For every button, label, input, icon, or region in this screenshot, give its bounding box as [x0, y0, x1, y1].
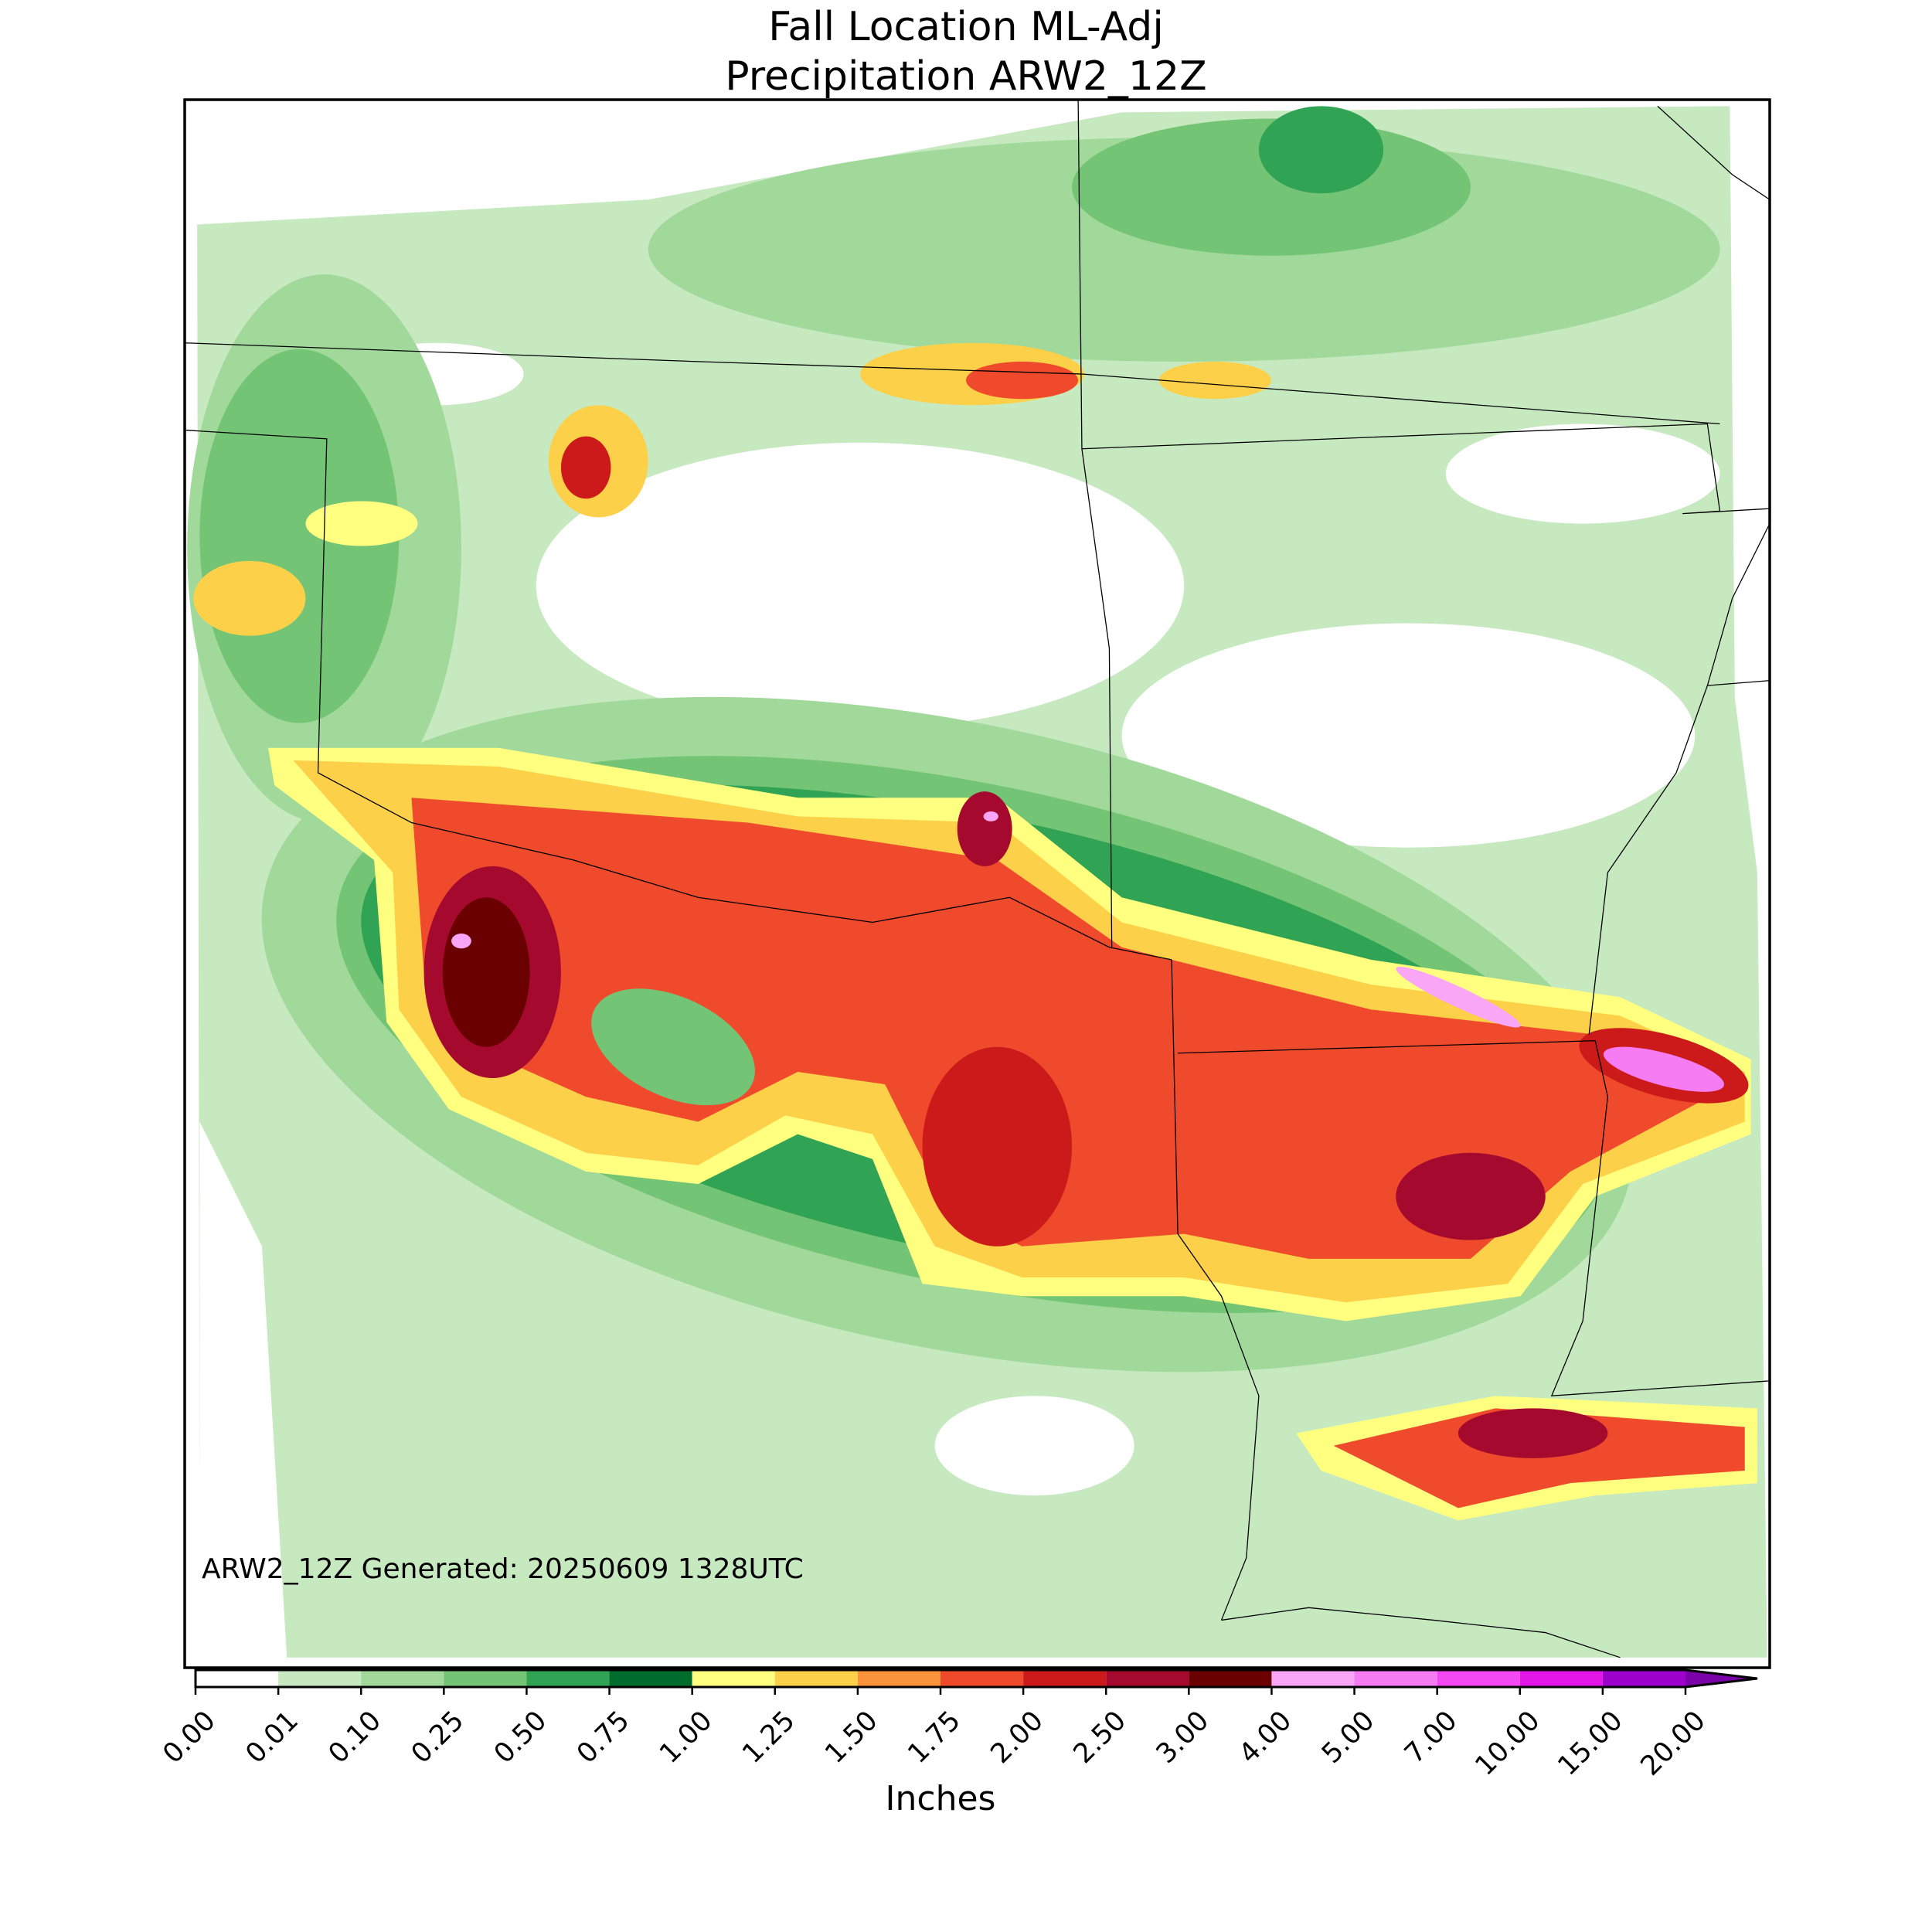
colorbar-segment: [1602, 1670, 1685, 1687]
colorbar-tick-label: 3.00: [1151, 1706, 1215, 1770]
colorbar-segment: [692, 1670, 775, 1687]
colorbar-tick-label: 0.00: [158, 1706, 222, 1770]
colorbar-tick-label: 0.75: [571, 1706, 635, 1770]
colorbar-segment: [1354, 1670, 1437, 1687]
colorbar-segment: [526, 1670, 610, 1687]
colorbar-outline: [194, 1668, 1758, 1689]
colorbar-segment: [1023, 1670, 1107, 1687]
colorbar-tick-label: 2.50: [1068, 1706, 1132, 1770]
colorbar: 0.00 0.01 0.10 0.25 0.50 0.75 1.00 1.25 1.50 1.75…: [158, 1668, 1758, 1782]
colorbar-tick-label: 0.01: [240, 1706, 304, 1770]
colorbar-extend: [1685, 1670, 1757, 1687]
colorbar-segment: [609, 1670, 692, 1687]
map-area: [185, 100, 1770, 1668]
colorbar-segment: [1189, 1670, 1272, 1687]
colorbar-tick-label: 1.75: [903, 1706, 967, 1770]
precip-field: [187, 106, 1767, 1658]
colorbar-tick-label: 15.00: [1553, 1706, 1629, 1782]
colorbar-tick-label: 0.50: [488, 1706, 553, 1770]
colorbar-segment: [857, 1670, 940, 1687]
colorbar-tick-label: 2.00: [985, 1706, 1049, 1770]
colorbar-segment: [774, 1670, 858, 1687]
colorbar-segment: [196, 1670, 279, 1687]
annotation: ARW2_12Z Generated: 20250609 1328UTC: [202, 1553, 804, 1585]
colorbar-label: Inches: [886, 1779, 996, 1818]
colorbar-segment: [1106, 1670, 1189, 1687]
colorbar-tick-label: 1.50: [819, 1706, 883, 1770]
colorbar-tick-label: 0.10: [323, 1706, 387, 1770]
map-frame: [183, 98, 1771, 1669]
colorbar-tick-label: 20.00: [1635, 1706, 1712, 1782]
title-line: Fall Location ML-Adj: [768, 4, 1164, 50]
colorbar-segment: [1271, 1670, 1355, 1687]
colorbar-segment: [444, 1670, 527, 1687]
colorbar-tick-label: 1.25: [736, 1706, 801, 1770]
colorbar-segment: [1519, 1670, 1603, 1687]
title-line: Precipitation ARW2_12Z: [725, 53, 1206, 100]
colorbar-segment: [361, 1670, 444, 1687]
colorbar-tick-label: 5.00: [1316, 1706, 1380, 1770]
colorbar-tick-label: 7.00: [1399, 1706, 1463, 1770]
colorbar-tick-label: 0.25: [406, 1706, 470, 1770]
colorbar-segment: [278, 1670, 362, 1687]
colorbar-tick-label: 1.00: [654, 1706, 718, 1770]
state-boundaries: [185, 100, 1770, 1658]
colorbar-segment: [940, 1670, 1024, 1687]
colorbar-tick-label: 10.00: [1470, 1706, 1546, 1782]
colorbar-tick-label: 4.00: [1233, 1706, 1298, 1770]
colorbar-segment: [1437, 1670, 1520, 1687]
